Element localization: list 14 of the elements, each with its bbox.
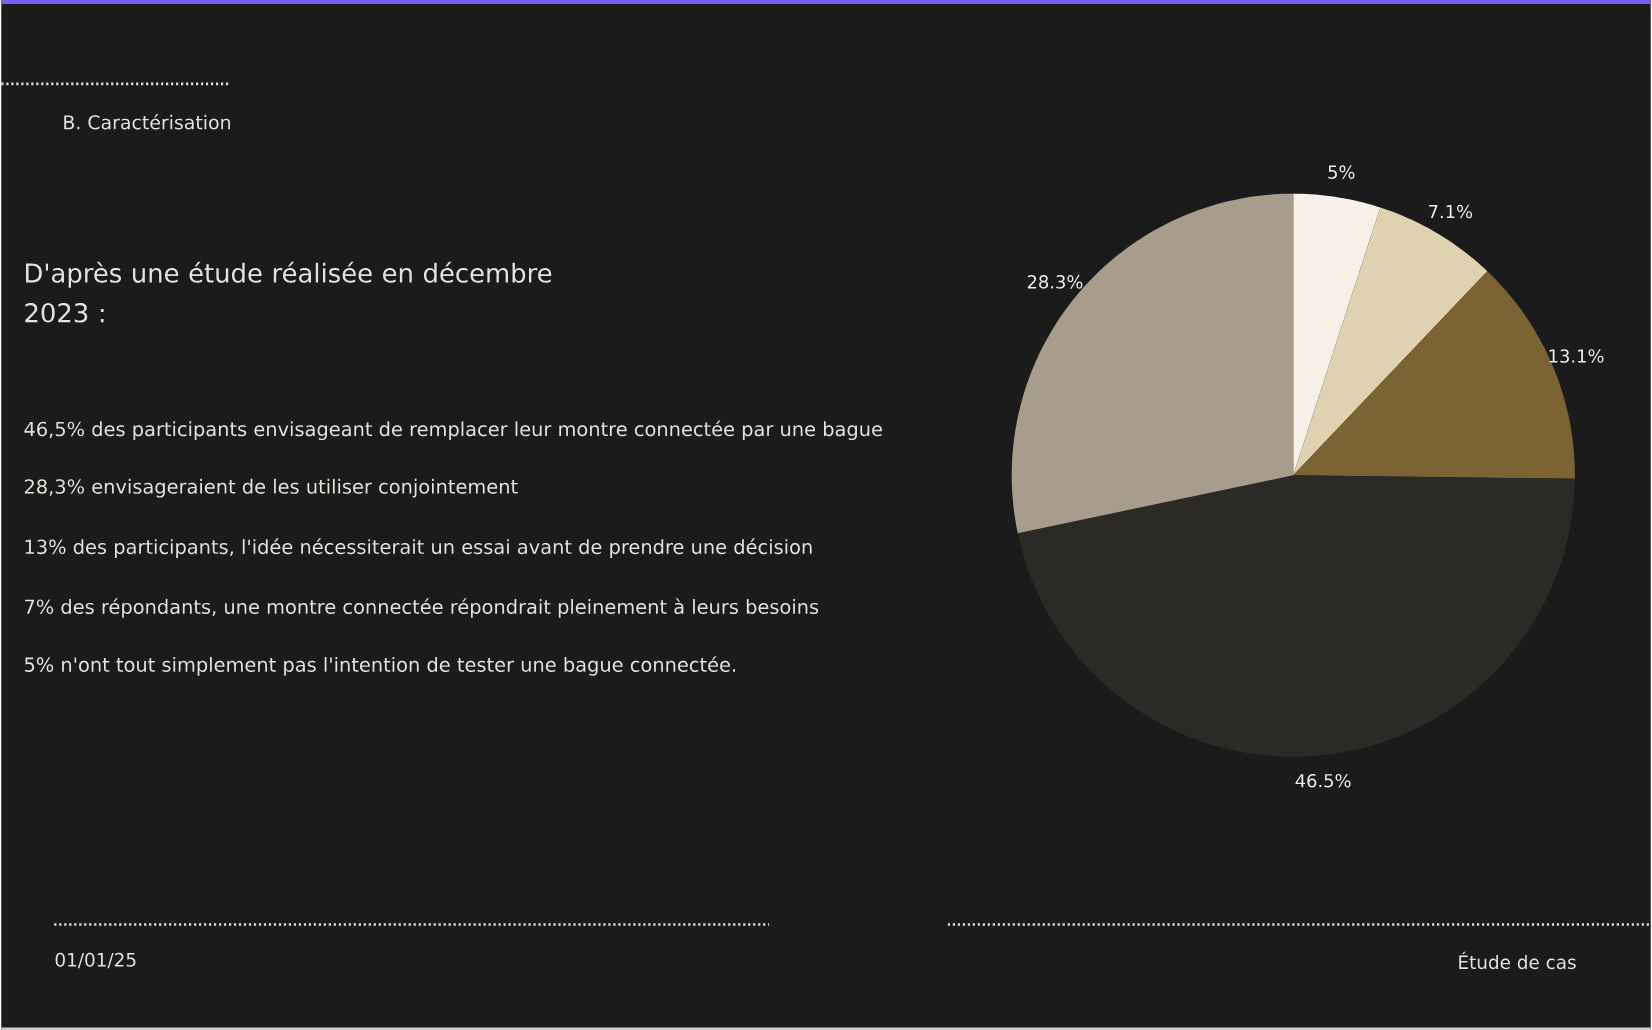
- text: D'après une étude réalisée en décembre 2023 :: [25, 261, 552, 323]
- data-label: 5%: [1328, 165, 1355, 179]
- text: 46,5% des participants envisageant de remplacer leur montre connectée par une bague: [24, 420, 882, 440]
- data-label: 46.5%: [1295, 773, 1351, 788]
- text: 28,3% envisageraient de les utiliser conjointement: [24, 478, 518, 498]
- data-label: 13.1%: [1549, 349, 1604, 363]
- text: B. Caractérisation: [64, 113, 230, 130]
- text: 01/01/25: [55, 952, 136, 968]
- text: 7% des répondants, une montre connectée répondrait pleinement à leurs besoins: [25, 598, 819, 618]
- text: Étude de cas: [1459, 951, 1576, 969]
- data-label: 7.1%: [1429, 204, 1473, 219]
- text: 13% des participants, l'idée nécessiterait un essai avant de prendre une décision: [25, 538, 812, 558]
- data-label: 28.3%: [1027, 274, 1083, 289]
- text: 5% n'ont tout simplement pas l'intention de tester une bague connectée.: [24, 655, 736, 676]
